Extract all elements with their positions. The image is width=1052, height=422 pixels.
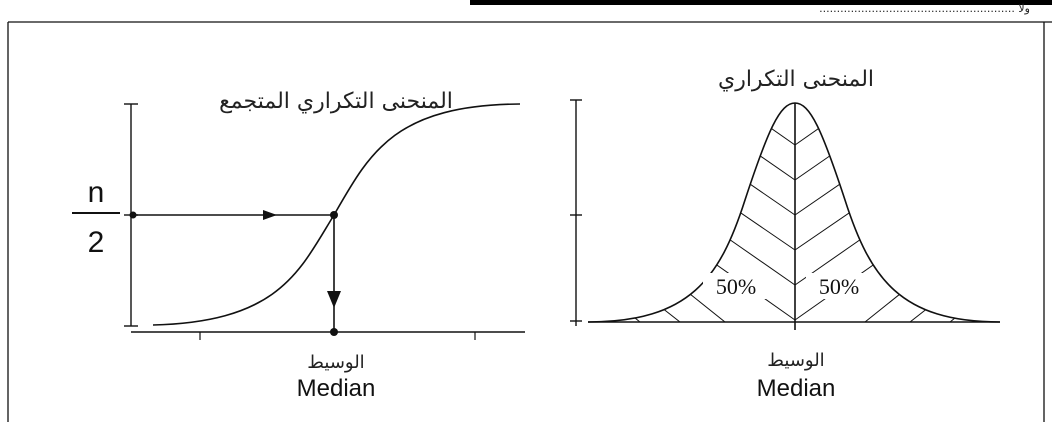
- bell-curve: [587, 102, 1001, 323]
- header-text: ........................................…: [819, 2, 1030, 15]
- frequency-median-label-ar: الوسيط: [767, 350, 824, 371]
- cumulative-title: المنحنى التكراري المتجمع: [219, 89, 453, 114]
- median-point: [330, 328, 338, 336]
- frequency-title: المنحنى التكراري: [718, 67, 874, 92]
- frequency-panel: المنحنى التكراري: [570, 67, 1001, 402]
- fraction-denominator: 2: [88, 226, 105, 259]
- right-percent-label: 50%: [819, 274, 859, 299]
- left-percent-label: 50%: [716, 274, 756, 299]
- fraction-numerator: n: [88, 176, 105, 209]
- median-drop-arrowhead: [327, 291, 341, 308]
- right-percent-bg: [806, 273, 872, 299]
- half-n-arrowhead: [263, 210, 277, 220]
- left-percent-bg: [703, 273, 769, 299]
- frequency-median-label-en: Median: [757, 375, 836, 402]
- half-n-point: [129, 211, 137, 219]
- cumulative-median-label-ar: الوسيط: [307, 352, 364, 373]
- header-bar: [470, 0, 1052, 5]
- cumulative-median-label-en: Median: [297, 375, 376, 402]
- cumulative-panel: المنحنى التكراري المتجمع n 2 الوسيط Medi…: [72, 89, 525, 402]
